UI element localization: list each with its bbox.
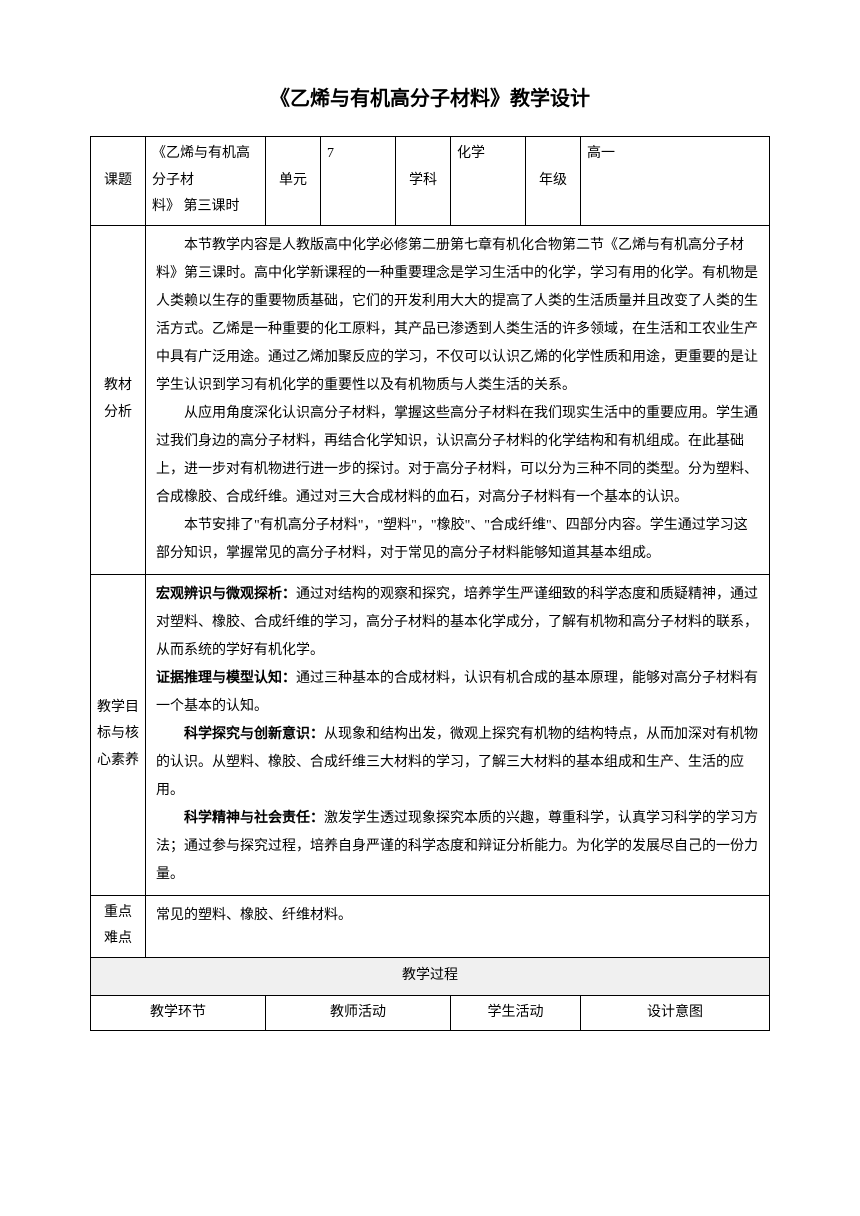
page-title: 《乙烯与有机高分子材料》教学设计 [90,80,770,118]
topic-value-line1: 《乙烯与有机高分子材 [152,146,250,188]
goals-row: 教学目 标与核 心素养 宏观辨识与微观探析：通过对结构的观察和探究，培养学生严谨… [91,574,770,895]
analysis-p2: 从应用角度深化认识高分子材料，掌握这些高分子材料在我们现实生活中的重要应用。学生… [156,400,759,512]
goals-b2: 证据推理与模型认知：通过三种基本的合成材料，认识有机合成的基本原理，能够对高分子… [156,665,759,721]
process-col4: 设计意图 [581,995,770,1031]
process-col3: 学生活动 [451,995,581,1031]
topic-label: 课题 [91,137,146,226]
analysis-p3: 本节安排了"有机高分子材料"，"塑料"，"橡胶"、"合成纤维"、四部分内容。学生… [156,512,759,568]
goals-b3-bold: 科学探究与创新意识： [184,727,324,742]
key-row: 重点 难点 常见的塑料、橡胶、纤维材料。 [91,895,770,957]
goals-body: 宏观辨识与微观探析：通过对结构的观察和探究，培养学生严谨细致的科学态度和质疑精神… [146,574,770,895]
goals-b3: 科学探究与创新意识：从现象和结构出发，微观上探究有机物的结构特点，从而加深对有机… [156,721,759,805]
key-label-l2: 难点 [104,926,132,953]
process-columns-row: 教学环节 教师活动 学生活动 设计意图 [91,995,770,1031]
analysis-row: 教材 分析 本节教学内容是人教版高中化学必修第二册第七章有机化合物第二节《乙烯与… [91,225,770,574]
analysis-label-l1: 教材 [104,373,132,400]
process-header-row: 教学过程 [91,957,770,995]
analysis-label: 教材 分析 [91,225,146,574]
lesson-plan-table: 课题 《乙烯与有机高分子材 料》 第三课时 单元 7 学科 化学 年级 高一 教… [90,136,770,1031]
unit-label: 单元 [266,137,321,226]
process-col1: 教学环节 [91,995,266,1031]
header-row: 课题 《乙烯与有机高分子材 料》 第三课时 单元 7 学科 化学 年级 高一 [91,137,770,226]
topic-value: 《乙烯与有机高分子材 料》 第三课时 [146,137,266,226]
goals-b1: 宏观辨识与微观探析：通过对结构的观察和探究，培养学生严谨细致的科学态度和质疑精神… [156,581,759,665]
process-col2: 教师活动 [266,995,451,1031]
subject-value: 化学 [451,137,526,226]
analysis-body: 本节教学内容是人教版高中化学必修第二册第七章有机化合物第二节《乙烯与有机高分子材… [146,225,770,574]
goals-label: 教学目 标与核 心素养 [91,574,146,895]
goals-b4: 科学精神与社会责任：激发学生透过现象探究本质的兴趣，尊重科学，认真学习科学的学习… [156,805,759,889]
analysis-p1: 本节教学内容是人教版高中化学必修第二册第七章有机化合物第二节《乙烯与有机高分子材… [156,232,759,400]
goals-b2-bold: 证据推理与模型认知： [156,671,296,686]
topic-value-line2: 料》 第三课时 [152,199,240,214]
goals-label-l3: 心素养 [97,748,139,775]
key-label-l1: 重点 [104,900,132,927]
subject-label: 学科 [396,137,451,226]
grade-label: 年级 [526,137,581,226]
process-header: 教学过程 [91,957,770,995]
key-label: 重点 难点 [91,895,146,957]
analysis-label-l2: 分析 [104,400,132,427]
grade-value: 高一 [581,137,770,226]
key-body: 常见的塑料、橡胶、纤维材料。 [146,895,770,957]
goals-b4-bold: 科学精神与社会责任： [184,811,324,826]
unit-value: 7 [321,137,396,226]
goals-label-l2: 标与核 [97,721,139,748]
goals-b1-bold: 宏观辨识与微观探析： [156,587,296,602]
goals-label-l1: 教学目 [97,695,139,722]
